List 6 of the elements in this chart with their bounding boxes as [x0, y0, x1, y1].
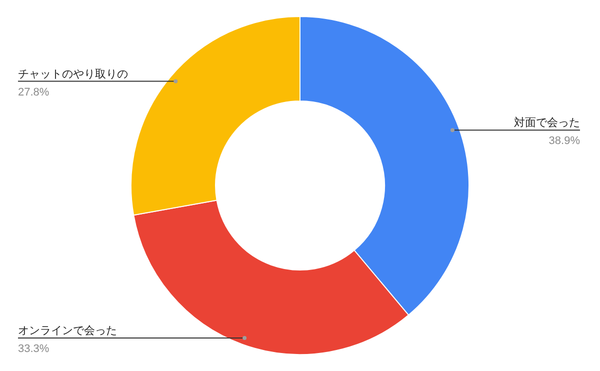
slice-label: 対面で会った	[514, 116, 580, 130]
slice-label: オンラインで会った	[18, 324, 117, 337]
data-label: 27.8%	[18, 86, 50, 98]
data-label: 33.3%	[18, 342, 50, 355]
slice-label: チャットのやり取りの	[18, 67, 128, 80]
data-label: 38.9%	[548, 135, 580, 148]
